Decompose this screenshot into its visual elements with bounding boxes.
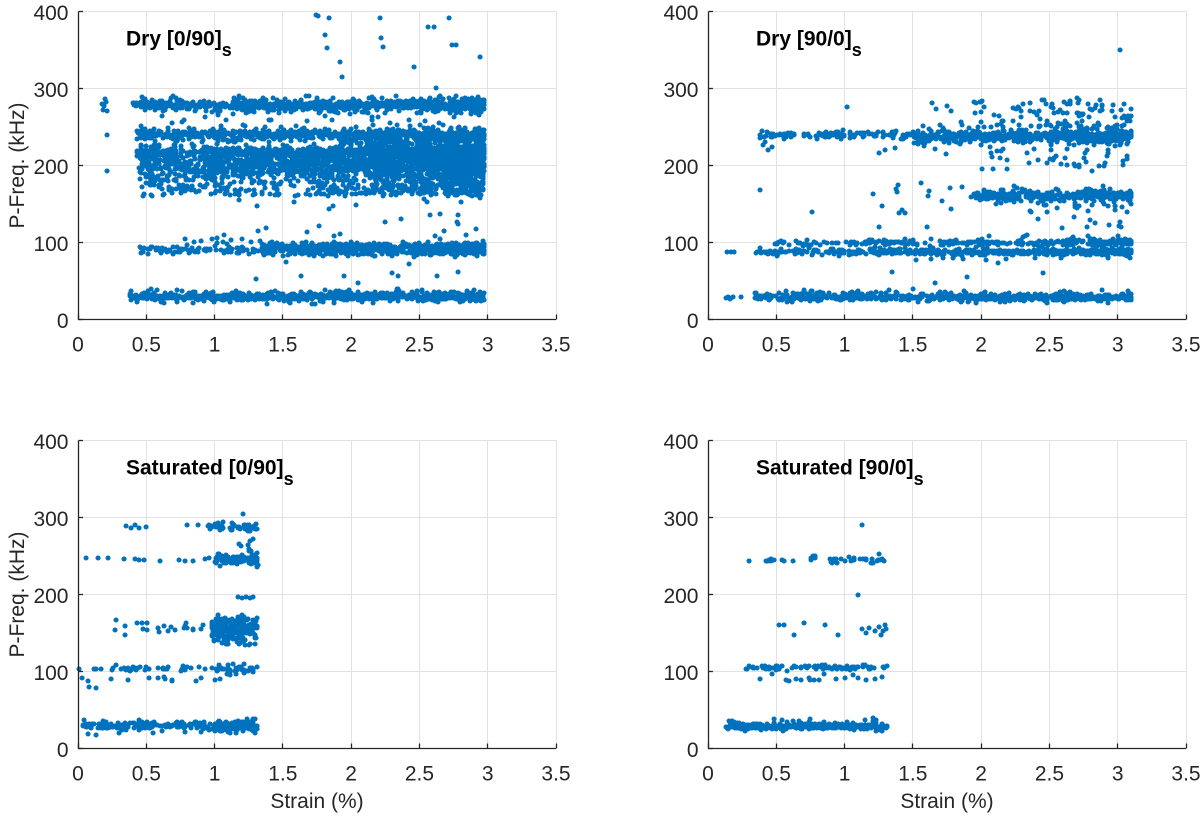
svg-text:0: 0 [57,310,69,333]
svg-text:2.5: 2.5 [1035,763,1064,786]
svg-text:200: 200 [663,585,698,608]
svg-text:1.5: 1.5 [268,334,297,357]
svg-text:200: 200 [663,156,698,179]
svg-text:2: 2 [345,763,357,786]
svg-text:100: 100 [33,233,68,256]
svg-text:0: 0 [687,739,699,762]
svg-text:1.5: 1.5 [268,763,297,786]
svg-text:Strain (%): Strain (%) [270,790,363,813]
svg-text:400: 400 [33,431,68,454]
svg-text:P-Freq. (kHz): P-Freq. (kHz) [6,103,29,229]
svg-text:0: 0 [702,763,714,786]
svg-text:3: 3 [1112,763,1124,786]
svg-text:300: 300 [663,79,698,102]
svg-text:400: 400 [663,431,698,454]
svg-text:0: 0 [687,310,699,333]
svg-text:2: 2 [975,763,987,786]
svg-text:100: 100 [33,662,68,685]
svg-text:400: 400 [33,2,68,25]
svg-text:300: 300 [33,508,68,531]
svg-text:0: 0 [72,763,84,786]
svg-text:200: 200 [33,585,68,608]
svg-text:P-Freq. (kHz): P-Freq. (kHz) [6,532,29,658]
svg-text:3.5: 3.5 [1171,763,1200,786]
svg-text:2.5: 2.5 [405,763,434,786]
svg-text:200: 200 [33,156,68,179]
svg-text:3: 3 [482,334,494,357]
svg-text:1.5: 1.5 [898,334,927,357]
svg-text:0.5: 0.5 [762,334,791,357]
svg-text:2.5: 2.5 [405,334,434,357]
svg-text:0.5: 0.5 [132,763,161,786]
svg-text:2.5: 2.5 [1035,334,1064,357]
svg-text:1: 1 [209,334,221,357]
svg-text:0: 0 [702,334,714,357]
svg-text:3.5: 3.5 [541,334,570,357]
svg-text:100: 100 [663,662,698,685]
svg-text:3.5: 3.5 [1171,334,1200,357]
svg-text:1: 1 [839,334,851,357]
svg-text:400: 400 [663,2,698,25]
svg-text:3: 3 [1112,334,1124,357]
svg-text:2: 2 [975,334,987,357]
svg-text:300: 300 [33,79,68,102]
svg-text:300: 300 [663,508,698,531]
svg-text:1: 1 [839,763,851,786]
svg-text:3.5: 3.5 [541,763,570,786]
svg-text:1.5: 1.5 [898,763,927,786]
svg-text:0.5: 0.5 [132,334,161,357]
svg-text:3: 3 [482,763,494,786]
svg-text:2: 2 [345,334,357,357]
svg-text:0: 0 [72,334,84,357]
svg-text:Strain (%): Strain (%) [900,790,993,813]
svg-text:0.5: 0.5 [762,763,791,786]
svg-text:100: 100 [663,233,698,256]
svg-text:1: 1 [209,763,221,786]
svg-text:0: 0 [57,739,69,762]
